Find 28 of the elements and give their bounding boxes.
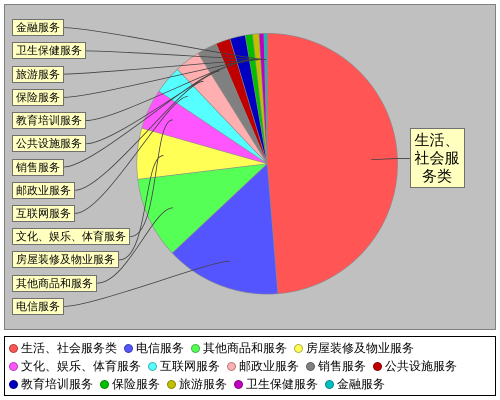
slice-label: 生活、社会服务类 <box>410 128 465 188</box>
slice-label: 邮政业服务 <box>12 182 75 199</box>
slice-label: 销售服务 <box>12 158 64 176</box>
legend-label: 邮政业服务 <box>239 358 299 375</box>
legend-label: 其他商品和服务 <box>203 340 287 357</box>
slice-label: 金融服务 <box>12 19 64 36</box>
legend-label: 电信服务 <box>136 340 184 357</box>
legend-label: 保险服务 <box>112 376 160 393</box>
slice-label: 保险服务 <box>12 88 64 106</box>
legend-label: 金融服务 <box>337 376 385 393</box>
legend-label: 卫生保健服务 <box>246 376 318 393</box>
legend-label: 旅游服务 <box>179 376 227 393</box>
slice-label: 公共设施服务 <box>12 135 86 152</box>
legend-label: 文化、娱乐、体育服务 <box>21 358 141 375</box>
slice-label: 其他商品和服务 <box>12 274 97 292</box>
slice-label: 房屋装修及物业服务 <box>12 251 119 268</box>
legend-label: 生活、社会服务类 <box>21 340 117 357</box>
slice-label: 卫生保健服务 <box>12 42 86 60</box>
legend-label: 教育培训服务 <box>21 376 93 393</box>
legend-label: 互联网服务 <box>160 358 220 375</box>
legend-label: 销售服务 <box>318 358 366 375</box>
slice-label: 文化、娱乐、体育服务 <box>12 228 130 246</box>
slice-label: 旅游服务 <box>12 66 64 83</box>
slice-label: 教育培训服务 <box>12 112 86 130</box>
slice-label: 电信服务 <box>12 298 64 315</box>
legend-label: 房屋装修及物业服务 <box>306 340 414 357</box>
legend-label: 公共设施服务 <box>385 358 457 375</box>
slice-label: 互联网服务 <box>12 204 75 222</box>
